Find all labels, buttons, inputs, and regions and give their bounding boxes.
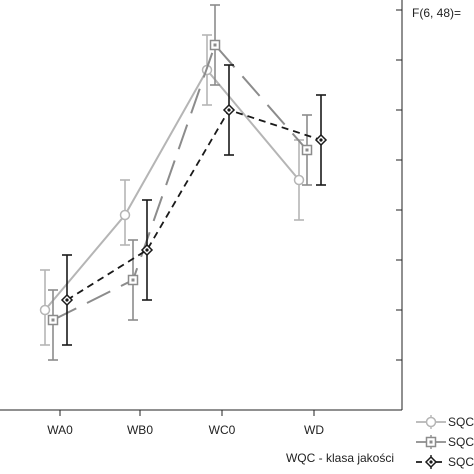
series-marker: [425, 416, 437, 428]
series-marker-center: [213, 43, 217, 47]
x-tick-label: WA0: [47, 423, 73, 437]
x-tick-label: WD: [304, 423, 324, 437]
series-1: [39, 34, 305, 346]
legend: SQC SQC SQC: [416, 415, 474, 469]
x-axis-ticks: WA0 WB0 WC0 WD: [47, 410, 324, 437]
x-axis-title: WQC - klasa jakości: [286, 451, 394, 465]
series-line: [52, 43, 308, 321]
series-marker-center: [429, 440, 433, 444]
series-line: [66, 108, 322, 301]
series-marker: [293, 174, 305, 186]
series-marker: [39, 304, 51, 316]
legend-item: SQC: [416, 415, 474, 429]
series-2: [47, 4, 313, 361]
legend-item: SQC: [416, 435, 474, 449]
series-marker-center: [51, 318, 55, 322]
legend-label: SQC: [448, 435, 474, 449]
series-layer: [39, 4, 328, 361]
series-marker-center: [305, 148, 309, 152]
series-line: [44, 68, 300, 311]
legend-item: SQC: [416, 455, 474, 469]
series-marker-center: [319, 138, 323, 142]
x-tick-label: WC0: [209, 423, 236, 437]
plot-area: [0, 0, 403, 411]
legend-label: SQC: [448, 415, 474, 429]
series-marker: [119, 209, 131, 221]
statistics-annotation: F(6, 48)=: [412, 6, 461, 20]
series-3: [60, 64, 328, 346]
y-axis-ticks: [396, 9, 402, 411]
series-marker-center: [65, 298, 69, 302]
series-marker-center: [131, 278, 135, 282]
series-marker-center: [145, 248, 149, 252]
legend-label: SQC: [448, 455, 474, 469]
series-marker-center: [429, 460, 433, 464]
series-marker-center: [227, 108, 231, 112]
x-tick-label: WB0: [127, 423, 153, 437]
